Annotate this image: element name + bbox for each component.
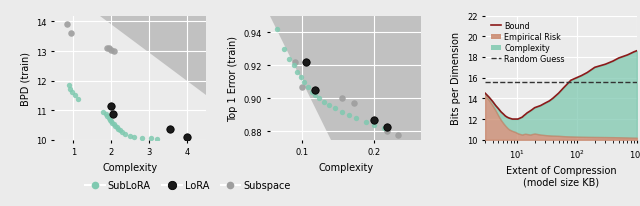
Point [369,124,380,127]
Point [111,126,122,129]
Point [65,88,76,91]
Point [296,76,306,79]
Point [272,28,282,31]
Point [67,91,77,94]
Point [379,127,389,130]
Point [290,61,300,64]
Y-axis label: BPD (train): BPD (train) [20,52,31,105]
Point [65,33,76,36]
Point [337,97,347,101]
X-axis label: Complexity: Complexity [318,162,373,172]
Point [310,89,321,92]
Point [105,118,115,122]
Point [284,58,294,61]
Point [292,71,302,74]
Point [324,104,334,107]
Point [73,98,83,101]
Point [64,84,74,87]
Point [70,94,81,98]
Point [392,133,403,137]
Point [115,129,125,132]
Point [351,117,362,120]
Point [109,123,119,126]
Point [303,86,313,89]
Point [104,117,114,120]
Point [62,24,72,27]
Point [319,101,329,104]
Point [106,120,116,123]
Point [165,128,175,131]
Point [289,64,299,68]
Point [110,125,120,128]
Point [382,125,392,129]
Point [300,81,310,84]
Point [310,94,321,97]
Point [337,110,347,114]
Point [104,47,115,50]
Point [382,130,392,133]
Legend: SubLoRA, LoRA, Subspace: SubLoRA, LoRA, Subspace [81,177,294,194]
Point [102,115,113,118]
Point [330,107,340,110]
Point [152,138,162,141]
Point [146,137,156,140]
Point [349,102,360,105]
X-axis label: Extent of Compression
(model size KB): Extent of Compression (model size KB) [506,166,616,187]
Point [120,132,130,136]
Polygon shape [100,16,206,96]
Point [136,136,147,140]
Y-axis label: Top 1 Error (train): Top 1 Error (train) [228,35,238,121]
Point [297,86,307,89]
Point [109,50,119,53]
Point [307,91,317,94]
X-axis label: Complexity: Complexity [102,162,158,172]
Point [98,110,108,114]
Point [182,136,192,139]
Point [125,134,135,138]
Polygon shape [270,16,421,140]
Y-axis label: Bits per Dimension: Bits per Dimension [451,32,461,125]
Point [361,120,371,124]
Point [344,114,355,117]
Point [116,130,127,134]
Point [113,128,124,131]
Point [129,136,139,139]
Point [108,122,118,125]
Point [369,119,380,122]
Point [102,47,112,50]
Point [301,61,311,64]
Point [314,97,324,101]
Point [106,105,116,109]
Point [279,48,289,51]
Point [108,113,118,116]
Point [100,113,111,116]
Point [106,49,116,52]
Legend: Bound, Empirical Risk, Complexity, Random Guess: Bound, Empirical Risk, Complexity, Rando… [489,20,566,66]
